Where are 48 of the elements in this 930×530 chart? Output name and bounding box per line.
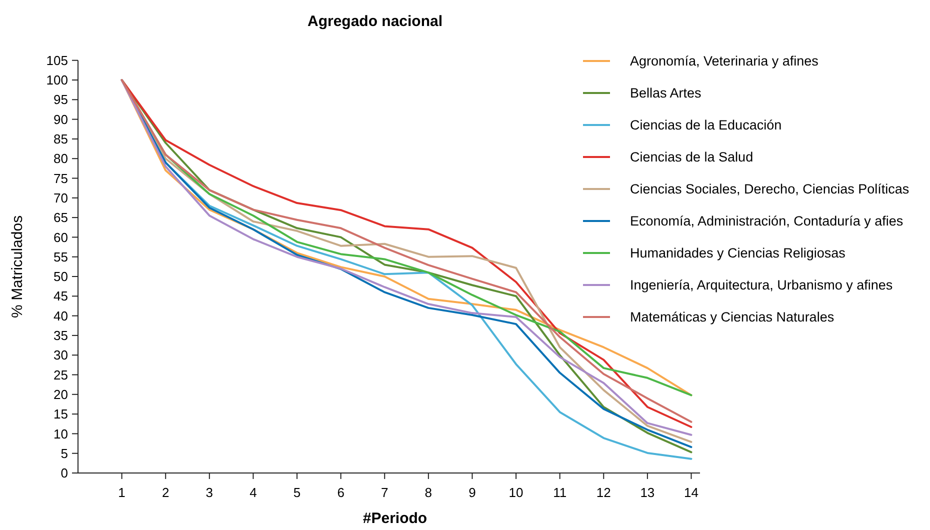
y-tick-label: 40 (54, 308, 68, 324)
y-tick-label: 55 (54, 249, 68, 264)
y-tick-label: 105 (46, 52, 68, 68)
x-tick-label: 2 (162, 485, 170, 500)
y-axis-title: % Matriculados (9, 215, 26, 318)
y-tick-label: 20 (54, 386, 68, 402)
legend-label: Agronomía, Veterinaria y afines (630, 54, 819, 69)
legend-label: Economía, Administración, Contaduría y afies (630, 214, 904, 229)
x-tick-label: 7 (381, 485, 388, 500)
y-tick-label: 90 (54, 112, 68, 127)
y-tick-label: 50 (54, 269, 68, 284)
y-tick-label: 25 (54, 367, 68, 382)
x-tick-label: 5 (293, 485, 301, 500)
y-tick-label: 75 (54, 170, 68, 186)
legend-label: Matemáticas y Ciencias Naturales (630, 310, 834, 325)
legend-label: Ciencias de la Educación (630, 118, 782, 133)
x-tick-label: 3 (206, 485, 214, 500)
x-tick-label: 9 (468, 485, 476, 500)
y-tick-label: 45 (54, 288, 68, 304)
y-tick-label: 70 (54, 190, 68, 206)
chart-title: Agregado nacional (307, 13, 443, 30)
y-tick-label: 95 (54, 92, 68, 108)
y-tick-label: 30 (54, 348, 68, 363)
y-tick-label: 15 (54, 406, 68, 422)
x-tick-label: 13 (640, 485, 655, 500)
legend-label: Bellas Artes (630, 86, 702, 101)
x-axis-title: #Periodo (362, 510, 428, 527)
y-tick-label: 60 (54, 230, 68, 245)
x-tick-label: 4 (250, 485, 257, 500)
y-tick-label: 85 (54, 132, 68, 146)
y-tick-label: 5 (60, 446, 68, 461)
x-tick-label: 1 (118, 485, 126, 500)
x-tick-label: 11 (553, 485, 567, 500)
x-tick-label: 10 (508, 485, 524, 500)
y-tick-label: 10 (54, 426, 68, 442)
x-tick-label: 14 (684, 485, 698, 500)
y-tick-label: 0 (60, 466, 68, 481)
y-tick-label: 80 (54, 151, 68, 166)
y-tick-label: 100 (46, 72, 68, 88)
legend-label: Ciencias Sociales, Derecho, Ciencias Políticas (630, 182, 910, 197)
y-tick-label: 65 (54, 210, 68, 226)
x-tick-label: 8 (424, 485, 432, 500)
y-tick-label: 35 (54, 328, 68, 343)
x-tick-label: 12 (596, 485, 611, 500)
legend-label: Ciencias de la Salud (630, 150, 754, 165)
legend-label: Ingeniería, Arquitectura, Urbanismo y afines (630, 278, 893, 293)
x-tick-label: 6 (337, 485, 344, 500)
legend-label: Humanidades y Ciencias Religiosas (630, 246, 846, 261)
